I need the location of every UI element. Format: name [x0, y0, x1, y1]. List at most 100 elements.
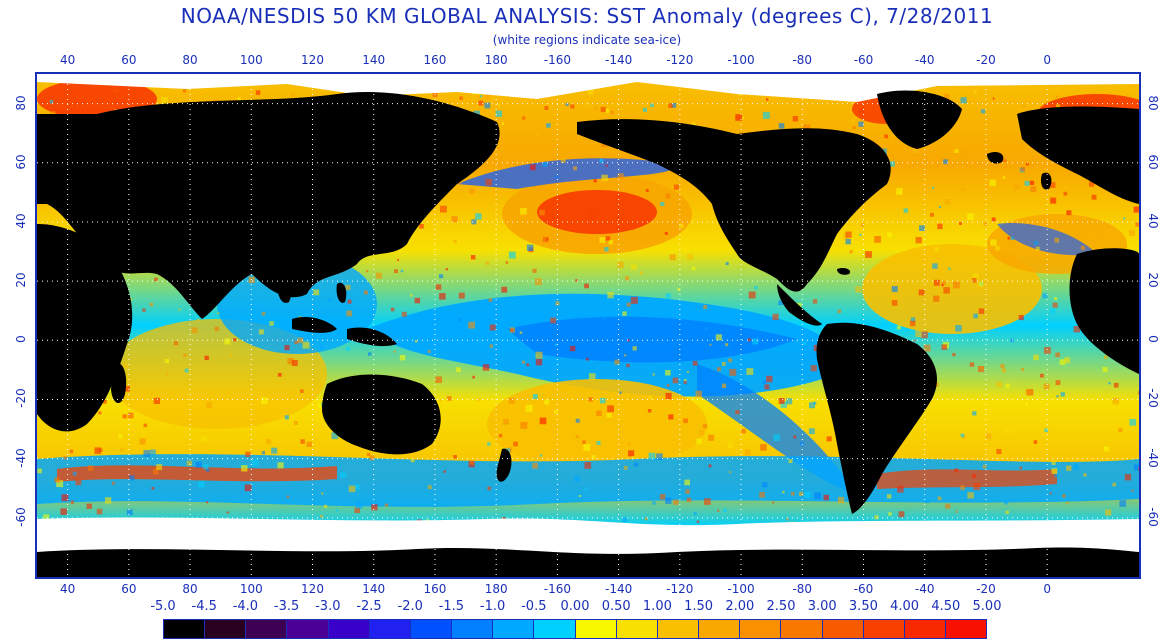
- anomaly-speckle: [978, 366, 985, 373]
- anomaly-speckle: [1108, 382, 1111, 385]
- anomaly-speckle: [49, 100, 54, 104]
- anomaly-speckle: [741, 428, 746, 434]
- anomaly-speckle: [600, 106, 606, 113]
- anomaly-speckle: [955, 510, 958, 513]
- anomaly-speckle: [1051, 460, 1056, 465]
- latitude-tick-label: -60: [1146, 507, 1160, 527]
- anomaly-speckle: [472, 375, 475, 379]
- anomaly-speckle: [384, 503, 389, 507]
- sst-anomaly-map: [35, 72, 1141, 579]
- anomaly-speckle: [666, 384, 670, 387]
- anomaly-speckle: [1123, 217, 1126, 220]
- europe: [1017, 106, 1139, 204]
- anomaly-speckle: [887, 232, 892, 238]
- anomaly-speckle: [1112, 482, 1117, 487]
- anomaly-speckle: [489, 344, 493, 348]
- anomaly-speckle: [593, 179, 597, 183]
- anomaly-speckle: [487, 442, 491, 446]
- new-zealand: [496, 448, 512, 482]
- anomaly-speckle: [508, 397, 515, 404]
- anomaly-speckle: [205, 468, 210, 472]
- anomaly-speckle: [1062, 494, 1066, 498]
- anomaly-speckle: [151, 487, 155, 490]
- anomaly-speckle: [546, 123, 551, 128]
- anomaly-speckle: [617, 186, 624, 192]
- new-guinea: [347, 327, 397, 347]
- anomaly-speckle: [669, 254, 676, 261]
- anomaly-speckle: [328, 298, 332, 302]
- latitude-tick-label: 40: [1146, 213, 1160, 229]
- legend-value-label: -3.5: [273, 599, 300, 614]
- north-america: [577, 119, 891, 292]
- anomaly-speckle: [1104, 446, 1109, 452]
- anomaly-speckle: [729, 368, 737, 376]
- anomaly-speckle: [799, 441, 804, 446]
- anomaly-speckle: [986, 281, 989, 285]
- legend-swatch: [369, 620, 411, 638]
- anomaly-speckle: [206, 501, 209, 504]
- anomaly-speckle: [320, 514, 324, 518]
- anomaly-speckle: [943, 94, 950, 100]
- anomaly-speckle: [622, 311, 627, 316]
- anomaly-speckle: [1073, 326, 1080, 333]
- anomaly-speckle: [642, 107, 647, 112]
- anomaly-speckle: [792, 116, 799, 122]
- anomaly-speckle: [400, 269, 404, 273]
- anomaly-speckle: [1044, 428, 1049, 433]
- anomaly-speckle: [930, 212, 934, 217]
- anomaly-speckle: [691, 266, 696, 271]
- anomaly-speckle: [1054, 237, 1060, 243]
- anomaly-speckle: [1005, 510, 1009, 515]
- anomaly-speckle: [991, 217, 996, 222]
- anomaly-speckle: [884, 134, 889, 139]
- anomaly-speckle: [972, 411, 977, 416]
- anomaly-speckle: [302, 341, 310, 349]
- anomaly-speckle: [596, 410, 602, 416]
- anomaly-speckle: [725, 343, 729, 347]
- longitude-tick-label: -80: [792, 582, 813, 596]
- anomaly-speckle: [986, 433, 991, 439]
- anomaly-speckle: [992, 97, 995, 100]
- anomaly-speckle: [808, 428, 815, 435]
- anomaly-speckle: [845, 238, 851, 245]
- anomaly-speckle: [692, 446, 695, 449]
- anomaly-speckle: [799, 491, 804, 497]
- legend-value-label: 4.00: [890, 599, 920, 614]
- anomaly-speckle: [122, 414, 127, 419]
- anomaly-speckle: [943, 159, 948, 165]
- legend-value-label: 0.00: [560, 599, 590, 614]
- anomaly-speckle: [576, 96, 579, 100]
- anomaly-speckle: [967, 492, 974, 499]
- anomaly-speckle: [1131, 489, 1134, 492]
- legend-value-label: 3.00: [807, 599, 837, 614]
- legend-swatch: [699, 620, 741, 638]
- anomaly-speckle: [178, 308, 181, 311]
- anomaly-speckle: [685, 489, 690, 494]
- anomaly-speckle: [1010, 236, 1014, 241]
- anomaly-speckle: [1044, 347, 1051, 354]
- legend-swatch: [287, 620, 329, 638]
- anomaly-speckle: [525, 404, 533, 412]
- longitude-tick-label: -20: [976, 582, 996, 596]
- anomaly-speckle: [196, 318, 200, 322]
- anomaly-speckle: [975, 285, 981, 292]
- anomaly-speckle: [1025, 403, 1028, 406]
- anomaly-speckle: [793, 435, 797, 439]
- anomaly-speckle: [762, 380, 766, 384]
- anomaly-speckle: [573, 166, 577, 171]
- legend-labels: -5.0 -4.5 -4.0 -3.5 -3.0 -2.5 -2.0 -1.5 -1.0 -0.5…: [0, 599, 1174, 617]
- anomaly-speckle: [810, 365, 817, 372]
- anomaly-speckle: [937, 496, 942, 501]
- anomaly-speckle: [925, 499, 930, 504]
- anomaly-speckle: [399, 355, 406, 361]
- anomaly-speckle: [575, 435, 579, 439]
- anomaly-speckle: [1119, 500, 1127, 507]
- anomaly-speckle: [120, 448, 124, 452]
- anomaly-speckle: [665, 370, 671, 376]
- anomaly-speckle: [630, 296, 638, 304]
- anomaly-speckle: [786, 398, 793, 405]
- warm-south-pacific: [487, 379, 707, 469]
- anomaly-speckle: [803, 98, 808, 103]
- anomaly-speckle: [1049, 492, 1052, 495]
- legend-value-label: 1.50: [684, 599, 714, 614]
